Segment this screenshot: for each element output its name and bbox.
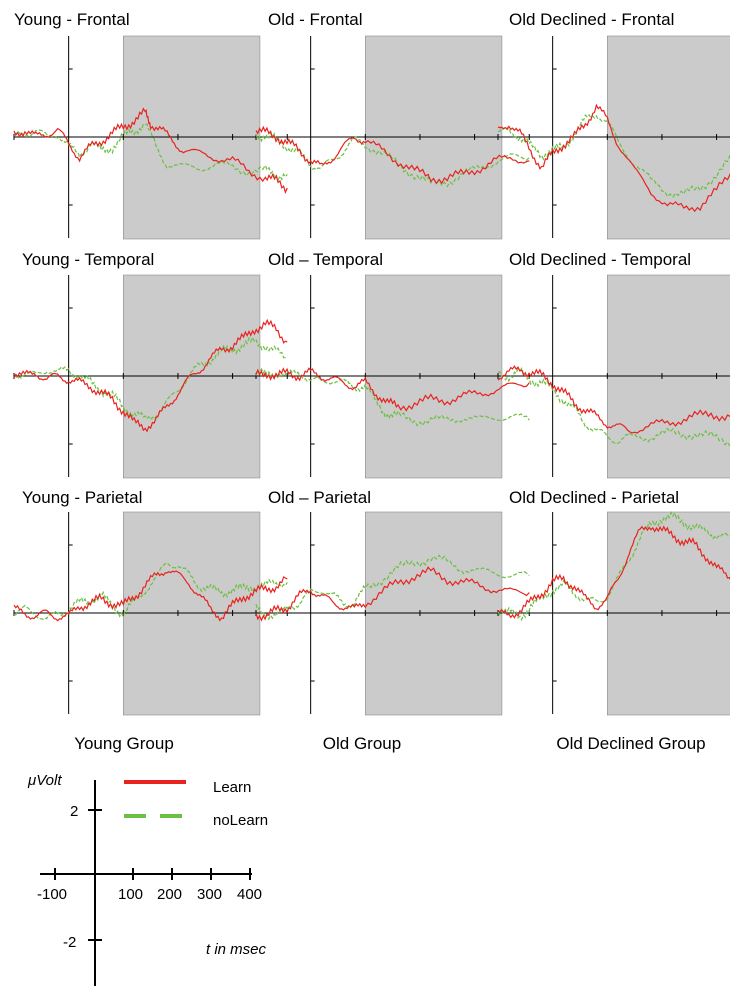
panel-title: Old - Frontal <box>268 10 363 29</box>
series-line-learn <box>497 365 730 434</box>
key-x-label: t in msec <box>206 941 267 958</box>
panel-title: Young - Parietal <box>22 488 143 507</box>
series-line-nolearn <box>255 131 530 188</box>
series-line-learn <box>13 318 288 433</box>
key-y-tick: 2 <box>70 803 79 820</box>
panel-title: Old Declined - Frontal <box>509 10 675 29</box>
series-line-nolearn <box>13 335 288 421</box>
key-x-tick: 200 <box>157 886 183 903</box>
series-line-learn <box>255 367 530 412</box>
key-y-label: μVolt <box>28 772 62 789</box>
key-x-tick: 100 <box>118 886 144 903</box>
series-line-nolearn <box>497 113 730 198</box>
panel-title: Young - Temporal <box>22 250 155 269</box>
series-line-learn <box>497 103 730 213</box>
series-line-nolearn <box>255 367 530 427</box>
panel-title: Old – Parietal <box>268 488 371 507</box>
series-line-nolearn <box>497 510 730 622</box>
key-x-tick: -100 <box>37 886 68 903</box>
series-line-learn <box>497 525 730 619</box>
series-line-learn <box>13 570 288 622</box>
panel-title: Old Declined - Temporal <box>509 250 692 269</box>
series-line-nolearn <box>497 367 730 447</box>
group-label: Young Group <box>74 734 174 753</box>
key-x-tick: 300 <box>197 886 223 903</box>
key-y-tick: -2 <box>63 934 77 951</box>
group-label: Old Group <box>322 734 402 753</box>
series-line-nolearn <box>13 562 288 620</box>
series-line-nolearn <box>13 123 288 182</box>
series-line-learn <box>255 125 530 185</box>
legend-label-nolearn: noLearn <box>213 812 269 829</box>
series-line-nolearn <box>255 554 530 621</box>
series-line-learn <box>13 107 288 195</box>
panel-title: Old Declined - Parietal <box>509 488 680 507</box>
panel-title: Young - Frontal <box>14 10 130 29</box>
legend-label-learn: Learn <box>213 779 252 796</box>
group-label: Old Declined Group <box>556 734 706 753</box>
series-line-learn <box>255 566 530 622</box>
key-x-tick: 400 <box>237 886 263 903</box>
panel-title: Old – Temporal <box>268 250 383 269</box>
